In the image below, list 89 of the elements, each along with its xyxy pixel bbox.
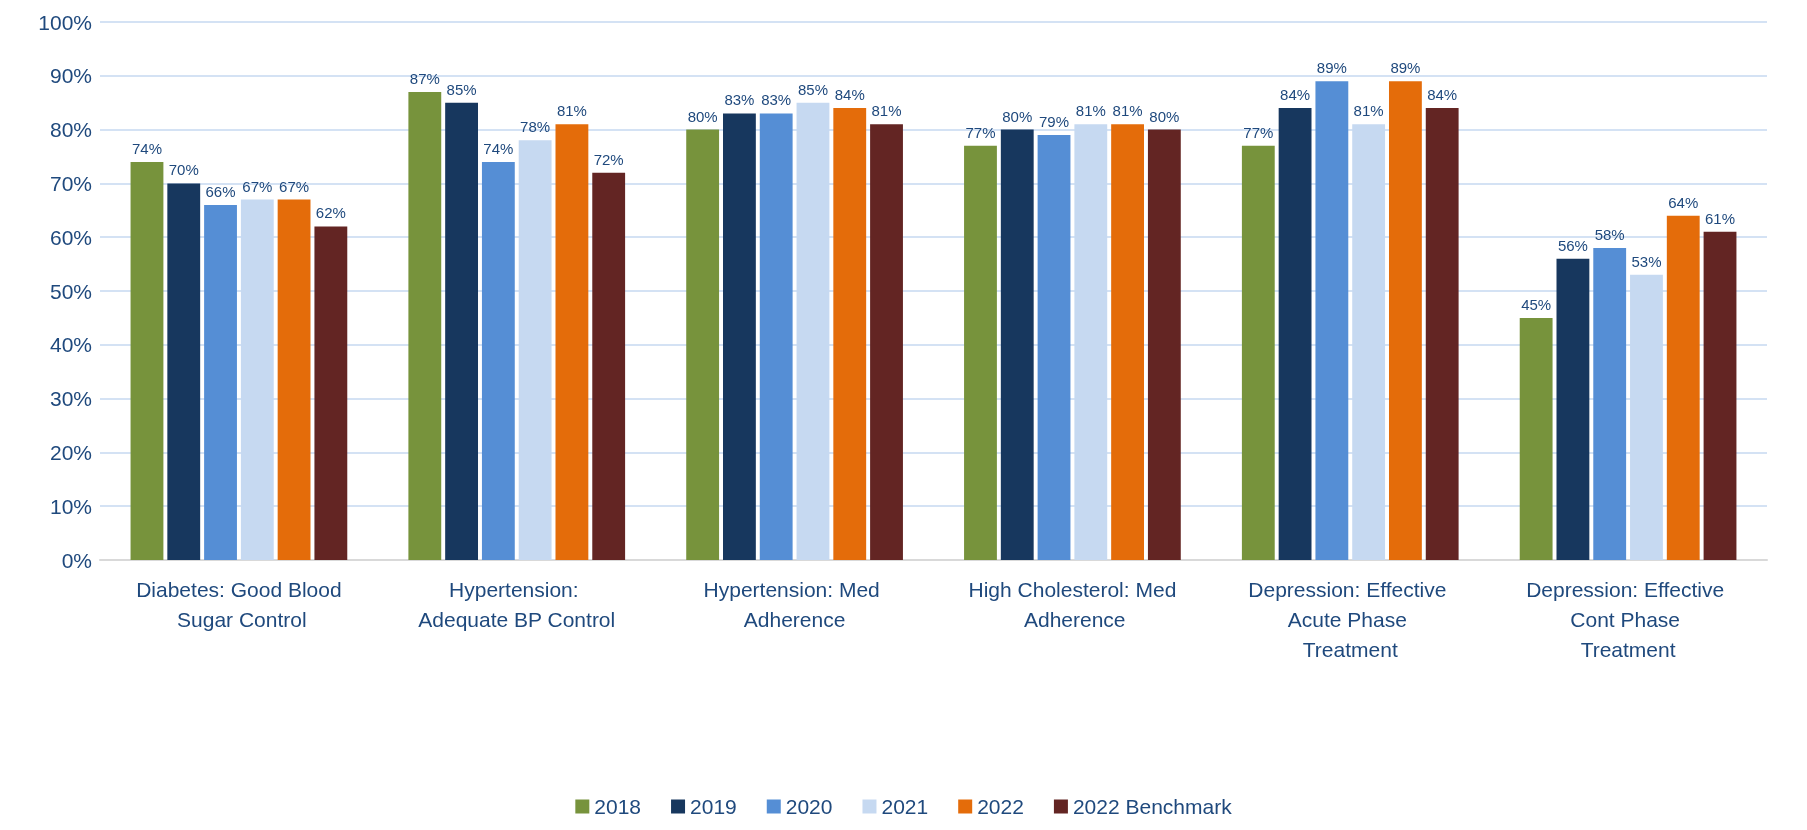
legend-label: 2020 <box>785 795 833 818</box>
data-label: 61% <box>1705 209 1736 227</box>
y-tick-label: 0% <box>61 548 92 572</box>
data-label: 83% <box>724 91 755 109</box>
bar <box>592 172 626 560</box>
y-tick-label: 20% <box>49 440 92 464</box>
bar <box>1593 247 1627 560</box>
y-tick-label: 80% <box>49 118 92 142</box>
x-tick-label: Hypertension: Med Adherence <box>703 577 886 631</box>
y-tick-label: 50% <box>49 279 92 303</box>
bar <box>833 108 867 560</box>
bar <box>1111 124 1144 560</box>
data-label: 84% <box>1427 86 1458 104</box>
data-label: 84% <box>1280 86 1311 104</box>
bar <box>1425 108 1459 560</box>
data-label: 83% <box>761 91 792 109</box>
y-tick-label: 100% <box>38 10 92 34</box>
y-tick-label: 30% <box>49 387 92 411</box>
bar <box>555 124 589 560</box>
data-label: 64% <box>1668 193 1699 211</box>
bar <box>1315 81 1349 560</box>
y-tick-label: 10% <box>49 494 92 518</box>
data-label: 77% <box>1243 123 1274 141</box>
data-label: 87% <box>409 69 440 87</box>
bar <box>870 124 903 560</box>
data-label: 81% <box>871 102 902 120</box>
data-label: 70% <box>168 161 199 179</box>
bar <box>1278 108 1312 560</box>
bar <box>759 113 793 560</box>
data-label: 80% <box>1002 107 1033 125</box>
data-label: 53% <box>1631 252 1662 270</box>
bar <box>1556 258 1590 560</box>
x-tick-label: Hypertension: Adequate BP Control <box>418 577 616 631</box>
data-label: 74% <box>483 139 514 157</box>
legend-label: 2019 <box>690 795 737 818</box>
data-label: 78% <box>520 118 551 136</box>
bar <box>445 102 478 560</box>
data-label: 67% <box>279 177 310 195</box>
legend-label: 2018 <box>594 795 642 818</box>
legend-label: 2022 <box>977 795 1024 818</box>
data-label: 62% <box>315 204 346 222</box>
bar <box>1147 129 1181 560</box>
bar <box>408 91 442 560</box>
bar <box>1241 145 1275 560</box>
data-label: 81% <box>1353 102 1384 120</box>
bar <box>1703 231 1737 560</box>
data-label: 81% <box>556 102 587 120</box>
data-label: 45% <box>1521 295 1552 313</box>
x-tick-label: High Cholesterol: Med Adherence <box>968 577 1177 631</box>
bar <box>130 161 164 560</box>
x-tick-label: Depression: Effective Acute Phase Treatment <box>1248 577 1453 661</box>
x-tick-label: Diabetes: Good Blood Sugar Control <box>136 577 342 631</box>
x-tick-label: Depression: Effective Cont Phase Treatment <box>1526 577 1731 661</box>
bar <box>1389 81 1422 560</box>
bar <box>1666 215 1700 560</box>
data-label: 72% <box>593 150 624 168</box>
bar <box>314 226 348 560</box>
bar <box>686 129 720 560</box>
data-label: 56% <box>1557 236 1588 254</box>
legend-label: 2021 <box>881 795 929 818</box>
bar <box>964 145 997 560</box>
bar <box>1519 317 1553 560</box>
bar <box>204 204 237 560</box>
bar <box>277 199 311 560</box>
data-label: 84% <box>834 86 865 104</box>
bar <box>167 183 201 560</box>
data-label: 81% <box>1112 102 1143 120</box>
bar <box>1037 134 1071 560</box>
data-label: 79% <box>1039 112 1070 130</box>
legend-label: 2022 Benchmark <box>1072 795 1233 818</box>
data-label: 58% <box>1594 225 1625 243</box>
data-label: 77% <box>965 123 996 141</box>
y-tick-label: 40% <box>49 333 92 357</box>
data-label: 66% <box>205 182 236 200</box>
bar <box>481 161 515 560</box>
data-label: 85% <box>446 80 477 98</box>
data-label: 81% <box>1075 102 1106 120</box>
data-label: 89% <box>1316 59 1347 77</box>
bar <box>723 113 756 560</box>
y-tick-label: 70% <box>49 171 92 195</box>
y-tick-label: 90% <box>49 64 92 88</box>
data-label: 80% <box>1149 107 1180 125</box>
y-tick-label: 60% <box>49 225 92 249</box>
data-label: 67% <box>242 177 273 195</box>
bar <box>1000 129 1034 560</box>
data-label: 85% <box>797 80 828 98</box>
data-label: 74% <box>131 139 162 157</box>
data-label: 89% <box>1390 59 1421 77</box>
data-label: 80% <box>687 107 718 125</box>
